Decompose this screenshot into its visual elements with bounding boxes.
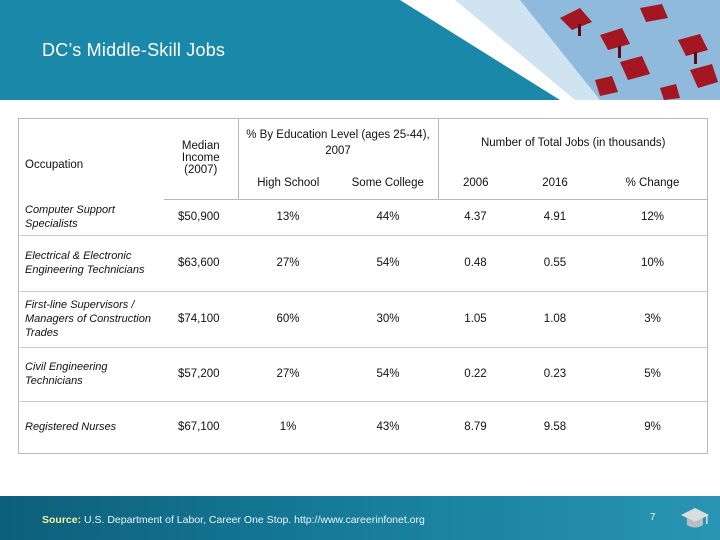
cell-occupation: First-line Supervisors / Managers of Con… [20, 291, 164, 348]
cell-2016: 0.23 [513, 347, 597, 402]
graduation-cap-icon [681, 508, 709, 528]
middle-skill-jobs-table: Occupation Median Income (2007) % By Edu… [20, 118, 709, 453]
cell-2016: 4.91 [513, 199, 597, 236]
cell-change: 3% [597, 291, 709, 348]
title-banner: DC’s Middle-Skill Jobs [0, 0, 720, 100]
cell-occupation: Computer Support Specialists [20, 199, 164, 236]
table-row: Electrical & Electronic Engineering Tech… [20, 235, 709, 292]
source-citation: Source: U.S. Department of Labor, Career… [42, 514, 425, 526]
table-row: Computer Support Specialists $50,900 13%… [20, 199, 709, 236]
cell-some-college: 54% [338, 347, 438, 402]
cell-2016: 9.58 [543, 421, 567, 434]
cell-occupation: Electrical & Electronic Engineering Tech… [20, 235, 164, 292]
cell-some-college: 54% [338, 235, 438, 292]
cell-income: $67,100 [178, 421, 220, 434]
cell-2006: 1.05 [438, 291, 513, 348]
cell-2006: 0.48 [438, 235, 513, 292]
header-education-level: % By Education Level (ages 25-44), 2007 [238, 118, 439, 168]
footer-bar: Source: U.S. Department of Labor, Career… [0, 496, 720, 540]
cell-income: $63,600 [164, 235, 238, 292]
table-row: Registered Nurses $67,100 1% 43% 8.79 9.… [20, 401, 708, 453]
cell-income: $74,100 [164, 291, 238, 348]
header-pct-change: % Change [597, 168, 709, 200]
cell-change: 12% [597, 199, 709, 236]
cell-high-school: 1% [279, 421, 297, 434]
cell-2016: 0.55 [513, 235, 597, 292]
cell-some-college: 30% [338, 291, 438, 348]
header-2006: 2006 [438, 168, 513, 200]
header-high-school: High School [238, 168, 338, 200]
cell-occupation: Registered Nurses [25, 421, 117, 434]
header-total-jobs: Number of Total Jobs (in thousands) [480, 137, 666, 149]
cell-2006: 0.22 [438, 347, 513, 402]
cell-2006: 4.37 [438, 199, 513, 236]
source-label: Source: [42, 514, 82, 526]
cell-some-college: 43% [376, 421, 400, 434]
cell-high-school: 27% [238, 347, 338, 402]
page-number: 7 [650, 512, 656, 523]
cell-change: 9% [644, 421, 661, 434]
header-some-college: Some College [338, 168, 439, 200]
cell-income: $57,200 [164, 347, 238, 402]
cell-2016: 1.08 [513, 291, 597, 348]
cell-occupation: Civil Engineering Technicians [20, 347, 164, 402]
graduation-caps-photo [400, 0, 720, 100]
header-median-income: Median Income (2007) [164, 118, 239, 200]
cell-income: $50,900 [164, 199, 238, 236]
cell-2006: 8.79 [464, 421, 487, 434]
cell-high-school: 60% [238, 291, 338, 348]
cell-change: 10% [597, 235, 709, 292]
cell-high-school: 13% [238, 199, 338, 236]
slide-title: DC’s Middle-Skill Jobs [42, 40, 226, 60]
table-row: First-line Supervisors / Managers of Con… [20, 291, 709, 348]
cell-some-college: 44% [338, 199, 438, 236]
cell-high-school: 27% [238, 235, 338, 292]
source-text: U.S. Department of Labor, Career One Sto… [81, 514, 425, 526]
header-2016: 2016 [513, 168, 597, 200]
table-row: Civil Engineering Technicians $57,200 27… [20, 347, 709, 402]
header-occupation: Occupation [25, 159, 84, 171]
cell-change: 5% [597, 347, 709, 402]
